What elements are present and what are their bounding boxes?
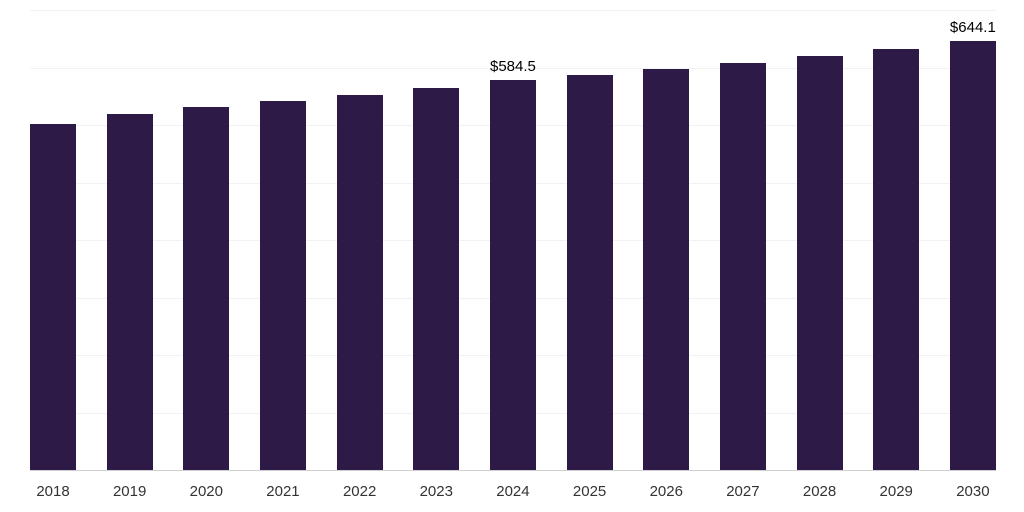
bar-column — [566, 10, 613, 470]
x-tick-label: 2023 — [419, 482, 453, 500]
bar-column — [413, 10, 460, 470]
bar — [106, 114, 153, 470]
bar-column — [30, 10, 76, 470]
x-axis: 2018 2019 2020 2021 2022 2023 2024 2025 2026 2027… — [30, 470, 996, 511]
bar — [796, 56, 843, 470]
x-tick-label: 2026 — [649, 482, 683, 500]
bar — [30, 124, 76, 470]
bar-column — [643, 10, 690, 470]
x-tick-label: 2018 — [36, 482, 70, 500]
bar — [259, 101, 306, 470]
bar-column: $584.5 — [489, 10, 536, 470]
x-tick-label: 2019 — [112, 482, 147, 500]
x-tick-label: 2022 — [342, 482, 377, 500]
x-tick-label: 2025 — [572, 482, 607, 500]
x-tick-label: 2020 — [189, 482, 223, 500]
bar — [413, 88, 460, 470]
bar-column — [259, 10, 306, 470]
bar-column — [336, 10, 383, 470]
bar-column — [106, 10, 153, 470]
bar — [489, 80, 536, 470]
x-tick-label: 2029 — [879, 482, 913, 500]
bar-column — [796, 10, 843, 470]
bar-value-label: $644.1 — [949, 19, 996, 36]
bar — [336, 95, 383, 470]
x-axis-labels: 2018 2019 2020 2021 2022 2023 2024 2025 2026 2027… — [30, 471, 996, 511]
x-tick-label: 2024 — [496, 482, 530, 500]
bar — [183, 107, 230, 470]
bar-value-label: $584.5 — [489, 58, 536, 75]
x-tick-label: 2021 — [266, 482, 300, 500]
bar-column — [873, 10, 920, 470]
bar — [949, 41, 996, 470]
x-tick-label: 2030 — [956, 482, 990, 500]
plot-area: $584.5 $644.1 — [30, 10, 996, 470]
x-tick-label: 2028 — [802, 482, 837, 500]
x-tick-label: 2027 — [726, 482, 760, 500]
bar — [566, 75, 613, 470]
bar-column — [183, 10, 230, 470]
bar — [873, 49, 920, 470]
bar-column — [719, 10, 766, 470]
bar — [643, 69, 690, 470]
bar — [719, 63, 766, 470]
bars-container: $584.5 $644.1 — [30, 10, 996, 470]
bar-column: $644.1 — [949, 10, 996, 470]
